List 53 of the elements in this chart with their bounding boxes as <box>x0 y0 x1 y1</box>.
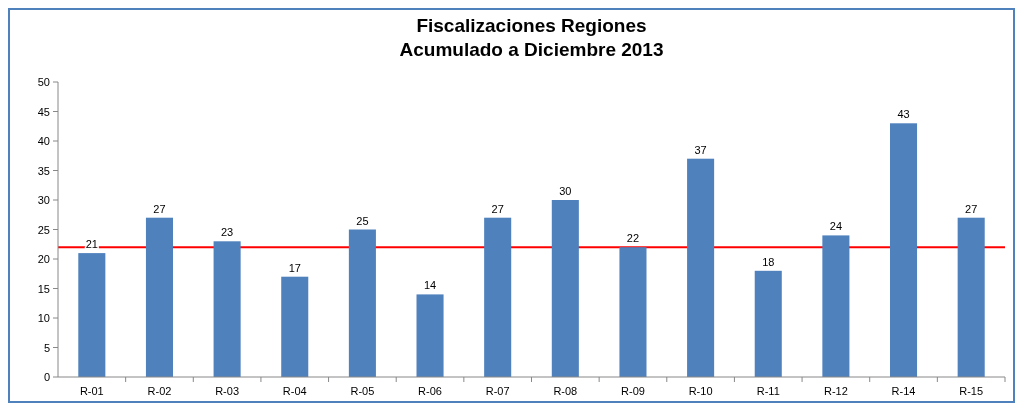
y-tick-label: 45 <box>37 105 50 118</box>
x-tick-label: R-09 <box>621 385 645 397</box>
bar <box>78 253 106 377</box>
y-tick-label: 15 <box>37 282 50 295</box>
bar <box>213 241 241 377</box>
data-label: 27 <box>491 202 504 215</box>
data-label: 43 <box>897 108 910 121</box>
y-tick-label: 5 <box>43 341 50 354</box>
bar <box>551 200 579 377</box>
x-tick-label: R-04 <box>282 385 307 397</box>
x-tick-label: R-01 <box>79 385 104 397</box>
data-label: 25 <box>356 214 369 227</box>
data-label: 22 <box>626 232 640 245</box>
x-tick-label: R-05 <box>350 385 375 397</box>
bar <box>281 276 309 377</box>
bar <box>890 123 918 377</box>
x-tick-label: R-14 <box>891 385 916 397</box>
bar <box>619 247 647 377</box>
y-tick-label: 30 <box>37 194 50 206</box>
x-tick-label: R-02 <box>147 385 172 397</box>
y-tick-label: 10 <box>37 312 50 324</box>
y-tick-label: 0 <box>43 371 50 383</box>
data-label: 27 <box>153 202 166 215</box>
x-tick-label: R-12 <box>823 385 848 397</box>
x-tick-label: R-07 <box>485 385 510 397</box>
bar <box>822 235 850 377</box>
bar <box>957 217 985 377</box>
y-tick-label: 20 <box>37 253 50 265</box>
x-tick-label: R-15 <box>959 385 984 397</box>
y-tick-label: 25 <box>37 223 50 236</box>
bar <box>145 217 173 377</box>
bar <box>416 294 444 377</box>
y-tick-label: 35 <box>37 164 50 177</box>
data-label: 24 <box>829 220 843 233</box>
y-tick-label: 50 <box>37 76 50 88</box>
data-label: 27 <box>965 202 978 215</box>
chart-title: Fiscalizaciones Regiones Acumulado a Diciembre 2013 <box>399 15 664 60</box>
x-tick-label: R-06 <box>418 385 442 397</box>
bar <box>348 229 376 377</box>
bar <box>484 217 512 377</box>
y-tick-label: 40 <box>37 135 50 147</box>
data-label: 30 <box>559 185 572 197</box>
data-label: 23 <box>220 226 234 239</box>
data-label: 17 <box>288 261 301 274</box>
x-tick-label: R-11 <box>756 385 780 397</box>
bar <box>687 158 715 377</box>
x-tick-label: R-10 <box>688 385 713 397</box>
bar <box>754 270 782 377</box>
x-tick-label: R-03 <box>215 385 240 397</box>
data-label: 18 <box>762 255 775 268</box>
data-label: 14 <box>423 279 437 292</box>
x-tick-label: R-08 <box>553 385 578 397</box>
data-label: 37 <box>694 143 707 156</box>
